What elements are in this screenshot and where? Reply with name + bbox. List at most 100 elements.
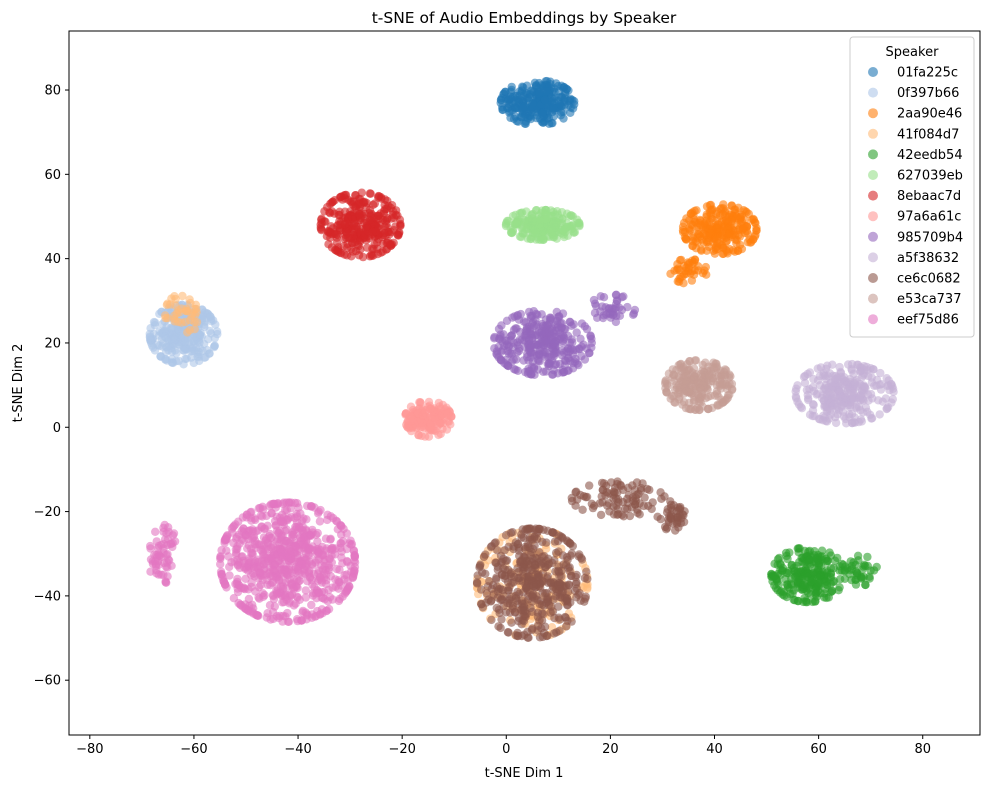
data-point (803, 369, 812, 379)
data-point (556, 590, 565, 599)
data-point (702, 270, 711, 279)
data-point (167, 561, 176, 570)
data-point (343, 557, 352, 567)
data-point (540, 95, 550, 105)
data-point (343, 585, 352, 595)
data-point (577, 555, 587, 564)
data-point (285, 597, 294, 606)
data-point (815, 381, 825, 390)
data-point (518, 228, 527, 238)
data-point (336, 248, 346, 258)
data-point (574, 218, 584, 227)
legend-label: 97a6a61c (897, 210, 961, 225)
data-point (210, 333, 219, 343)
x-tick-label: 20 (602, 742, 619, 757)
data-point (823, 405, 832, 414)
data-point (505, 596, 514, 605)
data-point (557, 346, 567, 355)
data-point (859, 362, 869, 371)
data-point (680, 261, 689, 271)
data-point (826, 564, 836, 573)
data-point (677, 366, 686, 375)
data-point (596, 510, 606, 520)
series-eef75d86 (146, 498, 360, 626)
data-point (567, 493, 576, 503)
data-point (545, 313, 555, 322)
data-point (549, 103, 558, 113)
data-point (222, 583, 231, 592)
x-tick-label: 40 (706, 742, 723, 757)
data-point (163, 572, 172, 581)
data-point (374, 193, 383, 202)
data-point (829, 400, 838, 410)
data-point (580, 322, 589, 331)
data-point (357, 188, 366, 197)
data-point (491, 558, 500, 567)
data-point (278, 499, 287, 509)
data-point (696, 220, 705, 230)
data-point (815, 415, 825, 424)
data-point (192, 317, 202, 327)
data-point (793, 567, 803, 577)
data-point (311, 612, 321, 621)
series-e53ca737 (661, 356, 737, 415)
data-point (534, 235, 544, 244)
legend-marker (868, 128, 878, 139)
data-point (748, 235, 758, 244)
data-point (535, 633, 545, 642)
data-point (233, 587, 243, 597)
data-point (673, 503, 683, 512)
data-point (254, 504, 263, 513)
data-point (816, 572, 825, 581)
data-point (528, 86, 537, 96)
data-point (538, 109, 547, 119)
data-point (554, 547, 563, 556)
data-point (681, 234, 691, 244)
data-point (585, 481, 594, 490)
data-point (496, 355, 506, 365)
data-point (526, 114, 535, 124)
data-point (678, 222, 688, 231)
data-point (472, 579, 482, 588)
data-point (289, 530, 298, 539)
data-point (492, 603, 501, 613)
data-point (232, 579, 241, 588)
legend-label: 0f397b66 (897, 86, 959, 101)
data-point (256, 570, 265, 580)
data-point (513, 366, 523, 375)
data-point (316, 224, 326, 234)
data-point (818, 552, 827, 561)
data-point (338, 536, 348, 546)
data-point (482, 598, 491, 607)
legend-label: 985709b4 (897, 230, 963, 245)
data-point (239, 536, 248, 545)
data-point (605, 507, 614, 516)
data-point (161, 355, 170, 364)
data-point (254, 582, 264, 592)
data-point (368, 244, 377, 253)
data-point (162, 550, 171, 560)
data-point (614, 495, 623, 504)
y-axis-label: t-SNE Dim 2 (11, 344, 26, 423)
data-point (301, 608, 310, 617)
data-point (866, 410, 875, 419)
data-point (567, 549, 576, 558)
data-point (554, 579, 563, 588)
data-point (640, 493, 649, 502)
data-point (551, 79, 561, 88)
data-point (624, 498, 633, 508)
data-point (539, 525, 548, 534)
data-point (821, 584, 830, 594)
data-point (847, 364, 856, 374)
data-point (553, 537, 563, 546)
data-point (166, 540, 175, 549)
data-point (562, 209, 572, 218)
data-point (298, 522, 307, 531)
data-point (332, 564, 341, 574)
data-point (274, 575, 284, 584)
data-point (799, 597, 808, 607)
data-point (720, 367, 729, 377)
data-point (718, 379, 727, 389)
data-point (790, 596, 799, 605)
data-point (834, 586, 843, 595)
